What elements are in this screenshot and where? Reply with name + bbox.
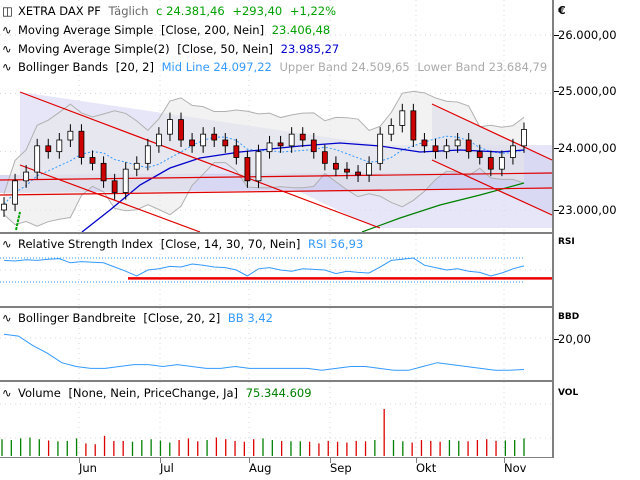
- rsi-value: RSI 56,93: [308, 237, 364, 251]
- indicator-wave-icon: ∿: [2, 42, 12, 56]
- month-label: Okt: [416, 461, 437, 475]
- rsi-axis-title: RSI: [558, 237, 575, 247]
- panel-divider[interactable]: [0, 232, 554, 234]
- y-tick-label: 20,00: [558, 332, 591, 346]
- price-legend: ◫ XETRA DAX PF Täglich c 24.381,46 +293,4…: [2, 3, 336, 19]
- indicator-params: [Close, 50, Nein]: [177, 42, 274, 56]
- indicator-wave-icon: ∿: [2, 23, 12, 37]
- rsi-legend[interactable]: ∿ Relative Strength Index [Close, 14, 30,…: [2, 236, 363, 252]
- indicator-params: [20, 2]: [115, 60, 154, 74]
- x-tick: [416, 458, 417, 463]
- bb-lower-value: Lower Band 23.684,79: [417, 60, 548, 74]
- currency-label: €: [558, 4, 566, 17]
- panel-divider[interactable]: [0, 380, 554, 382]
- price-change: +293,40: [232, 4, 283, 18]
- rsi-chart[interactable]: [0, 234, 554, 306]
- month-label: Aug: [249, 461, 272, 475]
- x-tick: [79, 458, 80, 463]
- sma200-legend[interactable]: ∿ Moving Average Simple [Close, 200, Nein…: [2, 22, 330, 38]
- y-tick-label: 25.000,00: [558, 84, 617, 98]
- y-tick-label: 26.000,00: [558, 28, 617, 42]
- indicator-wave-icon: ∿: [2, 386, 12, 400]
- bbw-legend[interactable]: ∿ Bollinger Bandbreite [Close, 20, 2] BB …: [2, 310, 273, 326]
- month-label: Nov: [504, 461, 527, 475]
- indicator-params: [Close, 20, 2]: [143, 311, 221, 325]
- last-price: c 24.381,46: [156, 4, 225, 18]
- indicator-wave-icon: ∿: [2, 60, 12, 74]
- volume-axis-title: VOL: [558, 388, 579, 398]
- indicator-params: [None, Nein, PriceChange, Ja]: [68, 386, 239, 400]
- indicator-wave-icon: ∿: [2, 237, 12, 251]
- indicator-name: Volume: [18, 386, 61, 400]
- indicator-name: Moving Average Simple: [18, 23, 154, 37]
- price-change-pct: +1,22%: [289, 4, 337, 18]
- x-tick: [330, 458, 331, 463]
- indicator-name: Relative Strength Index: [18, 237, 154, 251]
- y-tick: [554, 91, 559, 92]
- y-tick: [554, 148, 559, 149]
- candlestick-icon: ◫: [2, 4, 13, 18]
- indicator-name: Bollinger Bandbreite: [18, 311, 136, 325]
- indicator-value: 23.406,48: [271, 23, 331, 37]
- x-tick: [249, 458, 250, 463]
- y-tick-label: 24.000,00: [558, 141, 617, 155]
- indicator-name: Moving Average Simple(2): [18, 42, 170, 56]
- x-tick: [160, 458, 161, 463]
- indicator-value: 23.985,27: [280, 42, 340, 56]
- indicator-params: [Close, 200, Nein]: [161, 23, 265, 37]
- sma50-legend[interactable]: ∿ Moving Average Simple(2) [Close, 50, Ne…: [2, 41, 339, 57]
- indicator-name: Bollinger Bands: [18, 60, 109, 74]
- bb-mid-value: Mid Line 24.097,22: [161, 60, 272, 74]
- month-label: Sep: [330, 461, 352, 475]
- period-label: Täglich: [108, 4, 149, 18]
- bollinger-legend[interactable]: ∿ Bollinger Bands [20, 2] Mid Line 24.097…: [2, 59, 547, 75]
- y-tick: [554, 339, 559, 340]
- y-tick: [554, 35, 559, 36]
- volume-legend[interactable]: ∿ Volume [None, Nein, PriceChange, Ja] 75…: [2, 385, 312, 401]
- volume-value: 75.344.609: [245, 386, 312, 400]
- price-chart[interactable]: [0, 0, 554, 232]
- bbw-axis-title: BBD: [558, 312, 580, 322]
- bbw-chart[interactable]: [0, 308, 554, 380]
- indicator-wave-icon: ∿: [2, 311, 12, 325]
- x-tick: [504, 458, 505, 463]
- month-label: Jun: [79, 461, 97, 475]
- bb-upper-value: Upper Band 24.509,65: [279, 60, 410, 74]
- y-tick-label: 23.000,00: [558, 203, 617, 217]
- indicator-params: [Close, 14, 30, 70, Nein]: [160, 237, 301, 251]
- panel-divider[interactable]: [0, 306, 554, 308]
- volume-chart[interactable]: [0, 382, 554, 458]
- y-tick: [554, 210, 559, 211]
- month-label: Jul: [160, 461, 174, 475]
- bbw-value: BB 3,42: [227, 311, 273, 325]
- instrument-name: XETRA DAX PF: [18, 4, 101, 18]
